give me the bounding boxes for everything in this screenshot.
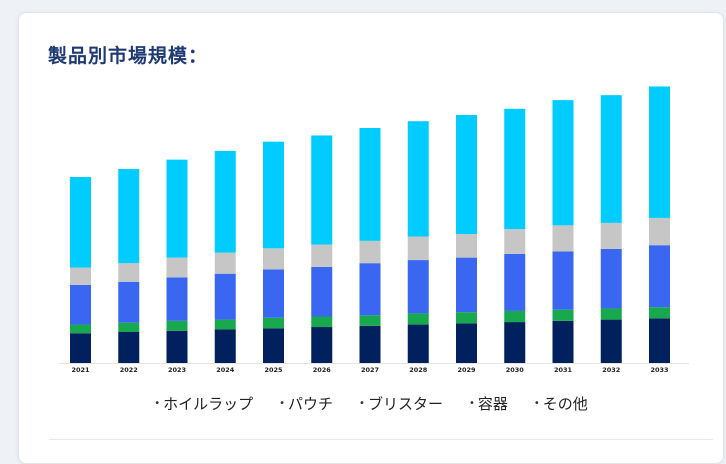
legend-label: その他 bbox=[542, 395, 588, 413]
bullet-icon: • bbox=[359, 398, 365, 409]
bar-segment-2031-s0 bbox=[552, 320, 574, 363]
bar-segment-2026-s3 bbox=[311, 244, 333, 267]
bar-segment-2028-s0 bbox=[407, 324, 429, 363]
bar-segment-2025-s2 bbox=[263, 269, 284, 318]
bar-segment-2024-s1 bbox=[214, 319, 236, 330]
bar-segment-2028-s4 bbox=[407, 121, 429, 237]
bar-segment-2033-s2 bbox=[649, 245, 670, 308]
x-tick-label: 2026 bbox=[313, 366, 332, 374]
x-tick-label: 2032 bbox=[602, 366, 620, 374]
legend-item: • ブリスター bbox=[359, 393, 443, 414]
bar-segment-2026-s2 bbox=[311, 266, 333, 317]
bar-segment-2032-s0 bbox=[600, 319, 622, 363]
bar-segment-2022-s2 bbox=[118, 281, 140, 323]
bullet-icon: • bbox=[279, 398, 286, 409]
bar-segment-2023-s1 bbox=[166, 320, 188, 331]
bar-segment-2032-s4 bbox=[600, 95, 622, 223]
x-tick-label: 2031 bbox=[554, 366, 573, 374]
legend-item: • パウチ bbox=[279, 393, 333, 414]
bullet-icon: • bbox=[533, 398, 540, 409]
bar-segment-2026-s0 bbox=[311, 327, 333, 363]
bar-segment-2024-s3 bbox=[214, 252, 236, 274]
bar-segment-2021-s2 bbox=[70, 284, 91, 325]
x-tick-label: 2033 bbox=[650, 366, 668, 374]
bar-segment-2025-s0 bbox=[263, 328, 284, 363]
bar-segment-2029-s2 bbox=[456, 257, 477, 313]
bar-segment-2025-s4 bbox=[263, 141, 284, 249]
chart-legend: • ホイルラップ • パウチ • ブリスター • 容器 • その他 bbox=[19, 393, 723, 414]
divider bbox=[49, 439, 713, 440]
bar-segment-2032-s3 bbox=[600, 222, 622, 249]
bar-segment-2023-s3 bbox=[166, 257, 188, 278]
legend-item: • その他 bbox=[534, 393, 588, 414]
chart-card: 製品別市場規模： 2021 2022 2023 2024 2025 2026 2027 202… bbox=[18, 12, 724, 464]
bar-segment-2025-s3 bbox=[263, 248, 284, 270]
bar-segment-2024-s0 bbox=[214, 329, 236, 363]
bar-segment-2033-s0 bbox=[649, 318, 670, 363]
bar-segment-2028-s3 bbox=[407, 236, 429, 261]
bullet-icon: • bbox=[154, 398, 161, 409]
bar-segment-2030-s1 bbox=[504, 310, 526, 323]
bullet-icon: • bbox=[468, 398, 475, 409]
bar-segment-2032-s2 bbox=[600, 248, 622, 309]
bar-segment-2033-s3 bbox=[649, 217, 670, 246]
bar-segment-2028-s1 bbox=[407, 313, 429, 325]
bar-segment-2030-s4 bbox=[504, 108, 526, 230]
bar-segment-2021-s1 bbox=[70, 324, 91, 334]
bar-segment-2027-s3 bbox=[359, 240, 381, 264]
bar-segment-2030-s2 bbox=[504, 253, 526, 311]
bar-segment-2027-s2 bbox=[359, 263, 381, 316]
bar-segment-2022-s0 bbox=[118, 332, 140, 363]
bar-segment-2027-s4 bbox=[359, 128, 381, 241]
bar-segment-2022-s4 bbox=[118, 168, 140, 264]
bar-segment-2029-s0 bbox=[456, 323, 477, 363]
bar-segment-2032-s1 bbox=[600, 308, 622, 320]
bar-segment-2027-s0 bbox=[359, 325, 381, 363]
bar-segment-2033-s4 bbox=[649, 86, 670, 218]
bar-segment-2022-s3 bbox=[118, 263, 140, 282]
bar-segment-2026-s4 bbox=[311, 135, 333, 245]
bar-segment-2025-s1 bbox=[263, 317, 284, 329]
bar-segment-2028-s2 bbox=[407, 260, 429, 314]
x-tick-label: 2024 bbox=[216, 366, 235, 374]
legend-label: ホイルラップ bbox=[163, 395, 254, 413]
bar-segment-2027-s1 bbox=[359, 315, 381, 326]
bar-segment-2023-s0 bbox=[166, 330, 188, 363]
bar-segment-2024-s4 bbox=[214, 150, 236, 253]
stacked-bar-chart: 2021 2022 2023 2024 2025 2026 2027 2028 2029 2030… bbox=[59, 86, 689, 374]
x-tick-label: 2027 bbox=[361, 366, 379, 374]
bar-segment-2030-s0 bbox=[504, 322, 526, 363]
legend-label: ブリスター bbox=[367, 395, 443, 413]
bar-segment-2031-s1 bbox=[552, 309, 574, 321]
bar-segment-2031-s2 bbox=[552, 251, 574, 310]
x-tick-label: 2023 bbox=[168, 366, 186, 374]
bar-segment-2023-s4 bbox=[166, 159, 188, 258]
bar-segment-2021-s0 bbox=[70, 333, 91, 363]
x-tick-label: 2021 bbox=[71, 366, 90, 374]
bar-segment-2029-s4 bbox=[456, 115, 477, 235]
x-tick-label: 2022 bbox=[120, 366, 138, 374]
bar-segment-2029-s1 bbox=[456, 312, 477, 324]
x-tick-label: 2030 bbox=[506, 366, 525, 374]
chart-title: 製品別市場規模： bbox=[48, 45, 209, 67]
legend-label: パウチ bbox=[288, 395, 334, 413]
x-tick-label: 2025 bbox=[264, 366, 283, 374]
x-tick-label: 2028 bbox=[409, 366, 428, 374]
legend-item: • 容器 bbox=[469, 393, 508, 414]
bar-segment-2023-s2 bbox=[166, 277, 188, 321]
bar-segment-2030-s3 bbox=[504, 229, 526, 254]
bar-segment-2024-s2 bbox=[214, 273, 236, 320]
bar-segment-2021-s4 bbox=[70, 177, 91, 268]
bar-segment-2029-s3 bbox=[456, 234, 477, 258]
bar-segment-2031-s4 bbox=[552, 100, 574, 226]
legend-label: 容器 bbox=[477, 395, 508, 413]
bar-segment-2026-s1 bbox=[311, 316, 333, 328]
bar-segment-2033-s1 bbox=[649, 307, 670, 319]
legend-item: • ホイルラップ bbox=[154, 393, 253, 414]
x-tick-label: 2029 bbox=[457, 366, 476, 374]
bar-segment-2022-s1 bbox=[118, 322, 140, 332]
bar-segment-2021-s3 bbox=[70, 267, 91, 285]
bar-segment-2031-s3 bbox=[552, 225, 574, 252]
